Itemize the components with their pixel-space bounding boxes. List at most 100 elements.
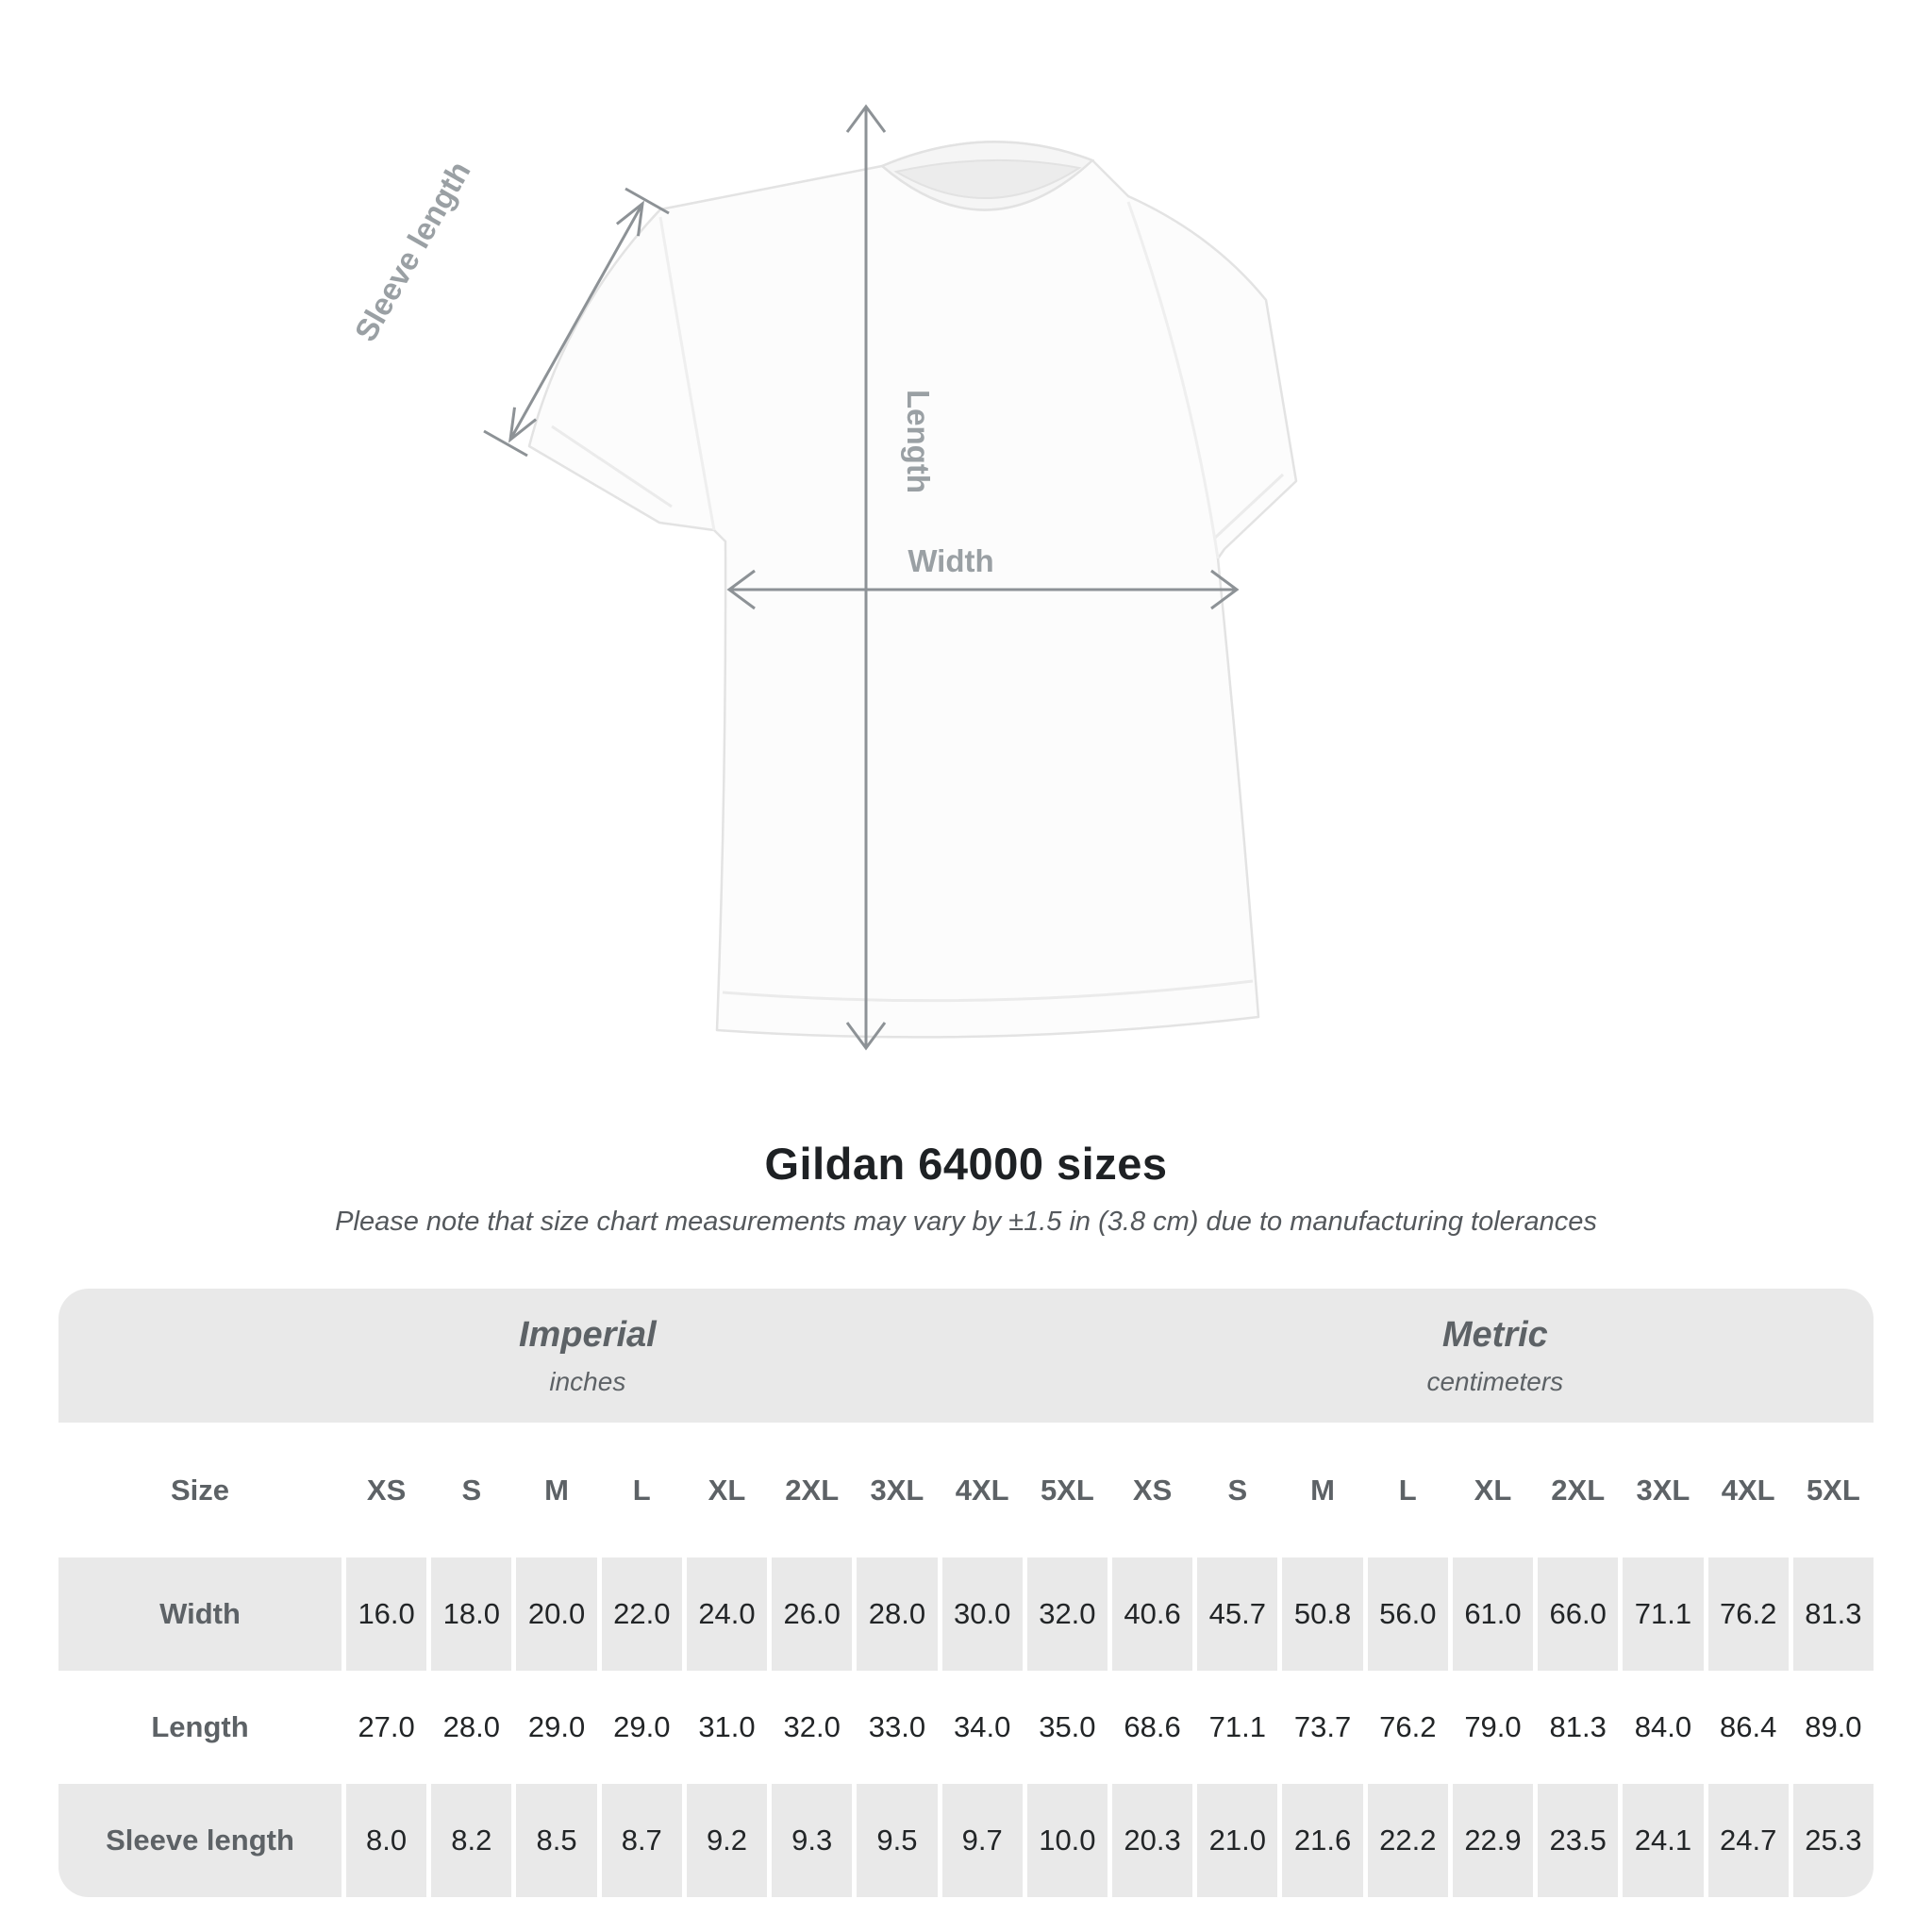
table-cell: 21.0 bbox=[1197, 1784, 1278, 1897]
table-cell: 79.0 bbox=[1452, 1671, 1534, 1784]
table-cell: 35.0 bbox=[1026, 1671, 1108, 1784]
size-header-metric-3xl: 3XL bbox=[1623, 1423, 1704, 1557]
table-cell: 33.0 bbox=[857, 1671, 938, 1784]
size-table: Imperial inches Metric centimeters Size … bbox=[58, 1289, 1874, 1897]
unit-header-band: Imperial inches Metric centimeters bbox=[58, 1289, 1874, 1423]
width-label: Width bbox=[908, 543, 993, 578]
table-cell: 9.5 bbox=[857, 1784, 938, 1897]
table-cell: 32.0 bbox=[772, 1671, 853, 1784]
metric-section-header: Metric centimeters bbox=[1117, 1289, 1874, 1423]
table-cell: 9.3 bbox=[772, 1784, 853, 1897]
table-cell: 50.8 bbox=[1282, 1557, 1363, 1671]
table-cell: 32.0 bbox=[1026, 1557, 1108, 1671]
length-label: Length bbox=[901, 390, 936, 493]
size-header-metric-l: L bbox=[1367, 1423, 1448, 1557]
table-cell: 20.3 bbox=[1111, 1784, 1193, 1897]
tshirt-right-armhole-seam bbox=[1126, 201, 1220, 559]
table-cell: 30.0 bbox=[941, 1557, 1023, 1671]
size-header-row: Size XS S M L XL 2XL 3XL 4XL 5XL XS S M … bbox=[58, 1423, 1874, 1557]
size-header-imperial-xl: XL bbox=[686, 1423, 768, 1557]
table-cell: 29.0 bbox=[601, 1671, 682, 1784]
size-header-imperial-xs: XS bbox=[346, 1423, 427, 1557]
table-cell: 16.0 bbox=[346, 1557, 427, 1671]
size-header-imperial-3xl: 3XL bbox=[857, 1423, 938, 1557]
table-cell: 68.6 bbox=[1111, 1671, 1193, 1784]
table-cell: 9.7 bbox=[941, 1784, 1023, 1897]
table-cell: 81.3 bbox=[1792, 1557, 1874, 1671]
table-cell: 22.0 bbox=[601, 1557, 682, 1671]
table-row-sleeve-length: Sleeve length 8.0 8.2 8.5 8.7 9.2 9.3 9.… bbox=[58, 1784, 1874, 1897]
tshirt-collar-inner bbox=[893, 158, 1082, 199]
page-title: Gildan 64000 sizes bbox=[764, 1139, 1168, 1189]
table-cell: 24.1 bbox=[1623, 1784, 1704, 1897]
size-column-header: Size bbox=[58, 1423, 341, 1557]
size-header-imperial-m: M bbox=[516, 1423, 597, 1557]
imperial-subtitle: inches bbox=[549, 1366, 626, 1396]
table-cell: 71.1 bbox=[1623, 1557, 1704, 1671]
size-header-metric-5xl: 5XL bbox=[1792, 1423, 1874, 1557]
title-block: Gildan 64000 sizes Please note that size… bbox=[0, 1138, 1932, 1238]
table-cell: 8.2 bbox=[431, 1784, 512, 1897]
table-cell: 34.0 bbox=[941, 1671, 1023, 1784]
table-cell: 25.3 bbox=[1792, 1784, 1874, 1897]
row-label-width: Width bbox=[58, 1557, 341, 1671]
tshirt-left-armhole-seam bbox=[658, 216, 716, 531]
table-cell: 86.4 bbox=[1707, 1671, 1789, 1784]
size-header-imperial-l: L bbox=[601, 1423, 682, 1557]
table-cell: 66.0 bbox=[1538, 1557, 1619, 1671]
size-header-metric-2xl: 2XL bbox=[1538, 1423, 1619, 1557]
page-subtitle: Please note that size chart measurements… bbox=[335, 1207, 1597, 1237]
table-cell: 76.2 bbox=[1707, 1557, 1789, 1671]
table-cell: 8.7 bbox=[601, 1784, 682, 1897]
length-arrow bbox=[845, 104, 887, 1051]
metric-title: Metric bbox=[1441, 1314, 1548, 1355]
table-row-width: Width 16.0 18.0 20.0 22.0 24.0 26.0 28.0… bbox=[58, 1557, 1874, 1671]
metric-subtitle: centimeters bbox=[1426, 1366, 1564, 1396]
table-cell: 71.1 bbox=[1197, 1671, 1278, 1784]
imperial-section-header: Imperial inches bbox=[58, 1289, 1117, 1423]
table-cell: 28.0 bbox=[857, 1557, 938, 1671]
table-cell: 9.2 bbox=[686, 1784, 768, 1897]
table-cell: 10.0 bbox=[1026, 1784, 1108, 1897]
table-cell: 20.0 bbox=[516, 1557, 597, 1671]
row-label-length: Length bbox=[58, 1671, 341, 1784]
size-header-imperial-2xl: 2XL bbox=[772, 1423, 853, 1557]
tshirt-diagram-svg: Sleeve length Length Width bbox=[347, 104, 1298, 1051]
tshirt-hem-seam bbox=[722, 979, 1254, 1003]
table-cell: 89.0 bbox=[1792, 1671, 1874, 1784]
table-cell: 28.0 bbox=[431, 1671, 512, 1784]
sleeve-length-label: Sleeve length bbox=[347, 156, 476, 347]
size-header-metric-m: M bbox=[1282, 1423, 1363, 1557]
row-label-sleeve-length: Sleeve length bbox=[58, 1784, 341, 1897]
table-cell: 29.0 bbox=[516, 1671, 597, 1784]
table-cell: 22.2 bbox=[1367, 1784, 1448, 1897]
size-header-imperial-5xl: 5XL bbox=[1026, 1423, 1108, 1557]
size-header-metric-xs: XS bbox=[1111, 1423, 1193, 1557]
table-cell: 21.6 bbox=[1282, 1784, 1363, 1897]
table-cell: 81.3 bbox=[1538, 1671, 1619, 1784]
imperial-title: Imperial bbox=[518, 1314, 657, 1355]
table-cell: 8.0 bbox=[346, 1784, 427, 1897]
table-cell: 24.0 bbox=[686, 1557, 768, 1671]
width-arrow bbox=[726, 569, 1240, 610]
tshirt-left-sleeve-seam bbox=[551, 425, 673, 508]
size-header-metric-4xl: 4XL bbox=[1707, 1423, 1789, 1557]
size-header-metric-xl: XL bbox=[1452, 1423, 1534, 1557]
table-cell: 84.0 bbox=[1623, 1671, 1704, 1784]
table-row-length: Length 27.0 28.0 29.0 29.0 31.0 32.0 33.… bbox=[58, 1671, 1874, 1784]
table-cell: 56.0 bbox=[1367, 1557, 1448, 1671]
table-cell: 27.0 bbox=[346, 1671, 427, 1784]
table-cell: 26.0 bbox=[772, 1557, 853, 1671]
table-cell: 22.9 bbox=[1452, 1784, 1534, 1897]
table-cell: 76.2 bbox=[1367, 1671, 1448, 1784]
tshirt-right-sleeve-seam bbox=[1213, 473, 1285, 540]
sleeve-length-arrow bbox=[483, 187, 670, 458]
table-cell: 61.0 bbox=[1452, 1557, 1534, 1671]
table-cell: 73.7 bbox=[1282, 1671, 1363, 1784]
table-cell: 40.6 bbox=[1111, 1557, 1193, 1671]
table-cell: 24.7 bbox=[1707, 1784, 1789, 1897]
table-cell: 23.5 bbox=[1538, 1784, 1619, 1897]
table-cell: 8.5 bbox=[516, 1784, 597, 1897]
size-header-imperial-s: S bbox=[431, 1423, 512, 1557]
table-cell: 31.0 bbox=[686, 1671, 768, 1784]
